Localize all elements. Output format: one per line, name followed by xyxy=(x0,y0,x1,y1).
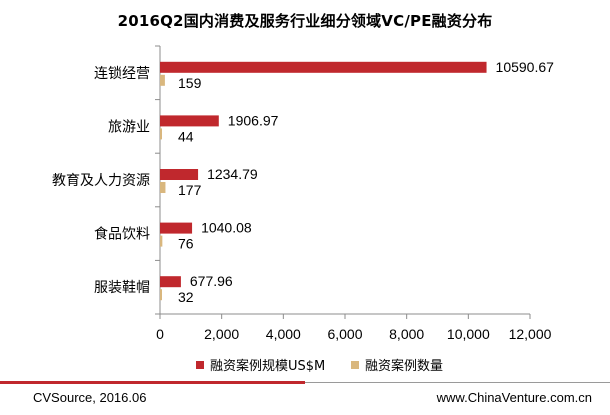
bar-deal-count xyxy=(160,182,166,193)
data-label-amount: 677.96 xyxy=(190,273,233,289)
category-label: 连锁经营 xyxy=(94,66,150,82)
data-label-count: 76 xyxy=(178,236,194,252)
data-label-amount: 1234.79 xyxy=(207,166,258,182)
x-tick-label: 0 xyxy=(156,326,164,342)
footer-website: www.ChinaVenture.com.cn xyxy=(436,390,592,405)
category-label: 教育及人力资源 xyxy=(52,173,150,189)
footer-divider xyxy=(305,382,610,383)
bar-financing-amount xyxy=(160,61,487,73)
bar-deal-count xyxy=(160,128,162,140)
legend-swatch-amount xyxy=(196,361,204,369)
category-label: 旅游业 xyxy=(108,119,150,135)
x-tick-label: 12,000 xyxy=(509,326,552,342)
bar-financing-amount xyxy=(160,169,199,180)
data-label-count: 177 xyxy=(178,182,202,198)
category-label: 食品饮料 xyxy=(94,226,150,243)
footer-divider-accent xyxy=(0,381,305,384)
x-tick-label: 10,000 xyxy=(447,326,490,342)
bar-financing-amount xyxy=(160,276,181,288)
bar-deal-count xyxy=(160,74,165,86)
footer-source: CVSource, 2016.06 xyxy=(33,390,147,405)
legend-swatch-count xyxy=(351,361,359,369)
data-label-amount: 1906.97 xyxy=(228,112,279,128)
category-label: 服装鞋帽 xyxy=(94,280,150,296)
data-label-count: 159 xyxy=(178,75,202,91)
x-tick-label: 6,000 xyxy=(327,326,362,342)
legend-label-count: 融资案例数量 xyxy=(365,359,443,374)
data-label-amount: 10590.67 xyxy=(496,59,555,75)
data-label-count: 44 xyxy=(178,128,194,144)
legend-label-amount: 融资案例规模US$M xyxy=(210,359,325,374)
x-tick-label: 4,000 xyxy=(266,326,301,342)
x-tick-label: 8,000 xyxy=(389,326,424,342)
x-tick-label: 2,000 xyxy=(204,326,239,342)
bar-financing-amount xyxy=(160,222,193,234)
data-label-count: 32 xyxy=(178,289,194,305)
bar-deal-count xyxy=(160,235,163,247)
data-label-amount: 1040.08 xyxy=(201,220,252,236)
bar-financing-amount xyxy=(160,115,219,127)
chart-title: 2016Q2国内消费及服务行业细分领域VC/PE融资分布 xyxy=(117,12,493,30)
bar-deal-count xyxy=(160,289,162,301)
